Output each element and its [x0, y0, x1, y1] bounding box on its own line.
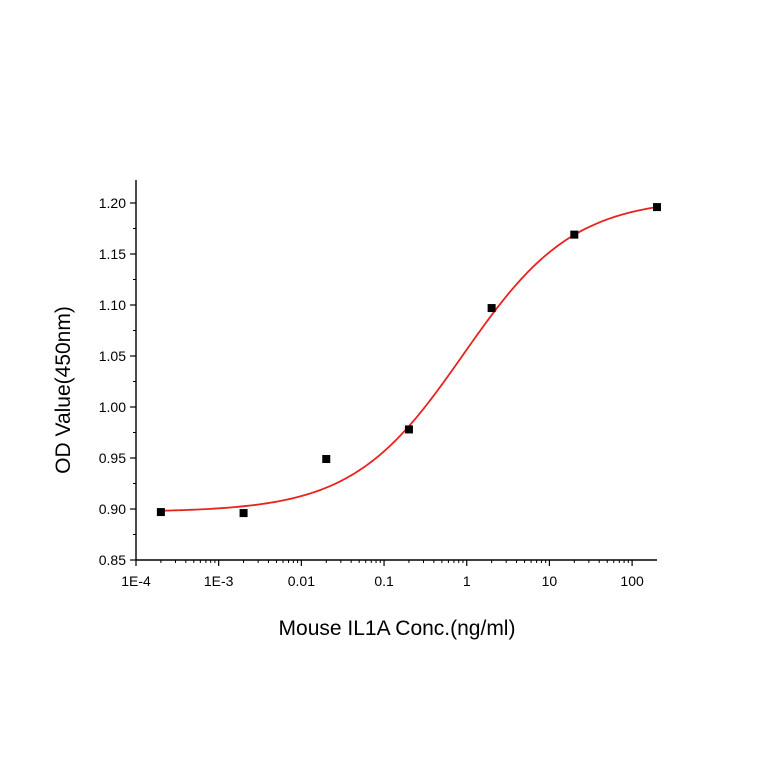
y-tick-label: 1.10 [99, 297, 126, 313]
data-point [487, 304, 496, 313]
data-point [239, 509, 248, 518]
x-tick-label: 100 [620, 573, 644, 589]
x-tick-label: 1 [463, 573, 471, 589]
y-axis-title: OD Value(450nm) [52, 306, 75, 474]
x-tick-label: 1E-3 [204, 573, 234, 589]
fit-curve-layer [160, 206, 658, 512]
y-tick-label: 0.85 [99, 552, 126, 568]
data-points-layer [156, 203, 661, 518]
y-tick-label: 1.15 [99, 246, 126, 262]
y-tick-label: 1.05 [99, 348, 126, 364]
y-tick-label: 0.90 [99, 501, 126, 517]
x-tick-label: 10 [542, 573, 558, 589]
y-tick-label: 1.20 [99, 195, 126, 211]
data-point [156, 508, 165, 517]
data-point [404, 425, 413, 434]
axes: 0.85 0.90 0.95 1.00 1.05 1.10 1.15 1.20 1E-4 1E-3… [99, 180, 657, 589]
x-tick-label: 0.1 [374, 573, 394, 589]
x-tick-label: 1E-4 [121, 573, 151, 589]
fit-curve [160, 206, 658, 512]
data-point [322, 455, 331, 464]
y-tick-label: 0.95 [99, 450, 126, 466]
x-axis-title: Mouse IL1A Conc.(ng/ml) [279, 617, 516, 640]
x-tick-label: 0.01 [288, 573, 315, 589]
data-point [653, 203, 661, 212]
y-tick-label: 1.00 [99, 399, 126, 415]
data-point [570, 230, 579, 239]
